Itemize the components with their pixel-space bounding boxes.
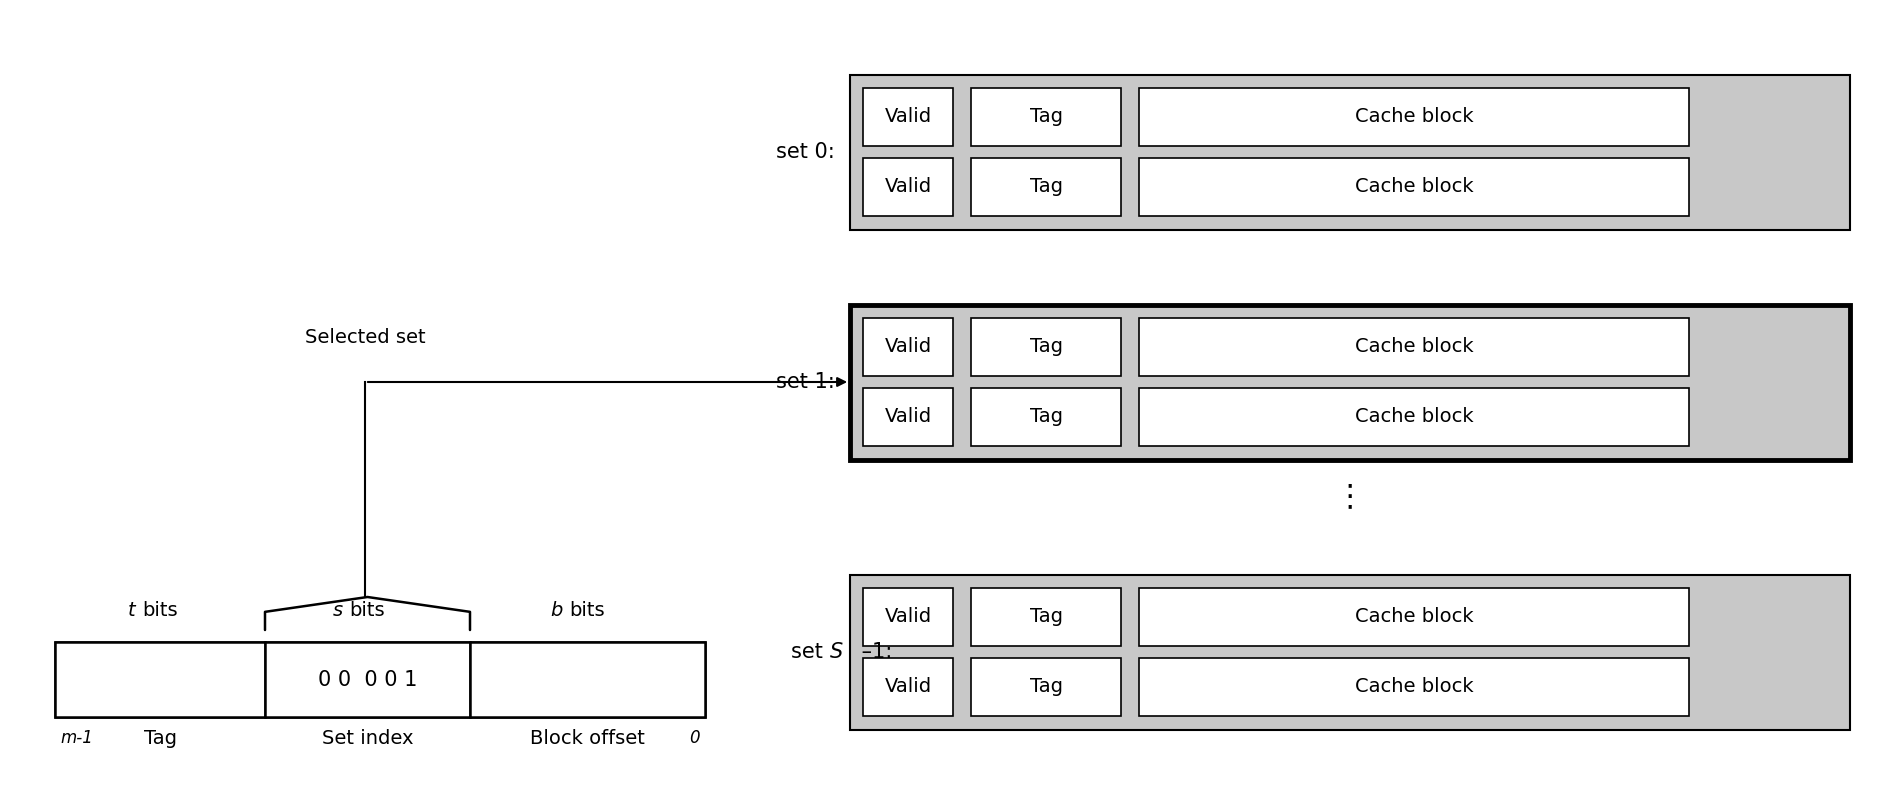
Bar	[971, 158, 1121, 216]
Bar	[849, 75, 1851, 229]
Text: Cache block: Cache block	[1354, 338, 1474, 357]
Text: m-1: m-1	[61, 729, 93, 747]
Bar	[863, 88, 954, 146]
Text: S: S	[830, 642, 843, 662]
Text: Selected set: Selected set	[305, 328, 425, 347]
Text: –1:: –1:	[855, 642, 893, 662]
Bar	[1139, 388, 1689, 446]
Bar	[1139, 88, 1689, 146]
Bar	[971, 318, 1121, 376]
Text: Set index: Set index	[322, 729, 413, 748]
Bar	[849, 574, 1851, 730]
Text: 0 0  0 0 1: 0 0 0 0 1	[318, 670, 417, 690]
Bar	[971, 588, 1121, 646]
Text: t: t	[128, 601, 135, 620]
Bar	[863, 318, 954, 376]
Text: bits: bits	[143, 601, 177, 620]
Text: Tag: Tag	[1030, 107, 1062, 127]
Text: ⋮: ⋮	[1335, 483, 1365, 512]
Text: Valid: Valid	[885, 678, 931, 696]
Text: Tag: Tag	[1030, 407, 1062, 427]
Text: Tag: Tag	[1030, 607, 1062, 626]
Text: Valid: Valid	[885, 607, 931, 626]
Bar	[1139, 318, 1689, 376]
Text: bits: bits	[569, 601, 605, 620]
Text: Cache block: Cache block	[1354, 107, 1474, 127]
Text: Cache block: Cache block	[1354, 678, 1474, 696]
Bar	[470, 642, 704, 717]
Text: set: set	[792, 642, 830, 662]
Bar	[265, 642, 470, 717]
Bar	[971, 658, 1121, 716]
Bar	[1139, 658, 1689, 716]
Text: Tag: Tag	[1030, 338, 1062, 357]
Bar	[1139, 588, 1689, 646]
Text: Tag: Tag	[1030, 177, 1062, 196]
Bar	[55, 642, 265, 717]
Text: Block offset: Block offset	[529, 729, 645, 748]
Bar	[849, 305, 1851, 460]
Bar	[863, 158, 954, 216]
Bar	[1139, 158, 1689, 216]
Text: 0: 0	[689, 729, 701, 747]
Text: set 1:: set 1:	[777, 372, 836, 392]
Text: Valid: Valid	[885, 177, 931, 196]
Bar	[863, 658, 954, 716]
Text: Valid: Valid	[885, 107, 931, 127]
Text: Cache block: Cache block	[1354, 177, 1474, 196]
Bar	[971, 88, 1121, 146]
Text: set 0:: set 0:	[777, 142, 836, 162]
Text: Valid: Valid	[885, 407, 931, 427]
Bar	[863, 588, 954, 646]
Bar	[863, 388, 954, 446]
Text: Tag: Tag	[143, 729, 177, 748]
Text: Valid: Valid	[885, 338, 931, 357]
Text: Cache block: Cache block	[1354, 607, 1474, 626]
Text: Cache block: Cache block	[1354, 407, 1474, 427]
Text: Tag: Tag	[1030, 678, 1062, 696]
Text: b: b	[550, 601, 562, 620]
Text: s: s	[333, 601, 343, 620]
Bar	[971, 388, 1121, 446]
Text: bits: bits	[350, 601, 385, 620]
Bar	[55, 642, 704, 717]
